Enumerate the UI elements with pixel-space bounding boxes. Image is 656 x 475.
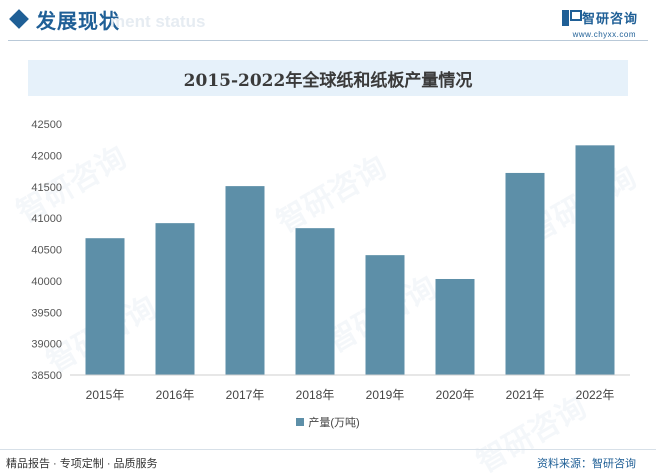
y-tick-label: 38500 xyxy=(31,370,62,382)
bar xyxy=(505,172,545,375)
legend: 产量(万吨) xyxy=(0,414,656,430)
x-tick-label: 2020年 xyxy=(436,388,475,402)
bar xyxy=(435,278,475,375)
bar xyxy=(155,223,195,375)
brand-logo-icon xyxy=(561,9,582,26)
y-tick-label: 39000 xyxy=(31,339,62,351)
x-axis: 2015年 2016年 2017年 2018年 2019年 2020年 2021年 2022年 xyxy=(70,374,630,402)
legend-label: 产量(万吨) xyxy=(308,417,360,429)
x-tick-label: 2015年 xyxy=(86,388,125,402)
y-tick-label: 41500 xyxy=(31,182,62,194)
brand-url: www.chyxx.com xyxy=(572,30,636,39)
x-tick-label: 2017年 xyxy=(226,388,265,402)
y-tick-label: 42500 xyxy=(31,119,62,131)
y-tick-label: 40000 xyxy=(31,276,62,288)
brand-name: 智研咨询 xyxy=(581,11,638,26)
x-tick-label: 2018年 xyxy=(296,388,335,402)
footer-source: 资料来源：智研咨询 xyxy=(537,458,636,470)
y-tick-label: 39500 xyxy=(31,307,62,319)
chart-title-bar: 2015-2022年全球纸和纸板产量情况 xyxy=(28,60,628,96)
page-header: 发展现状 ment status 智研咨询 www.chyxx.com xyxy=(0,0,656,46)
y-tick-label: 41000 xyxy=(31,213,62,225)
footer-tagline: 精品报告 · 专项定制 · 品质服务 xyxy=(6,458,158,470)
header-divider xyxy=(8,40,648,41)
bars xyxy=(85,145,615,375)
x-tick-label: 2022年 xyxy=(576,388,615,402)
bar xyxy=(225,186,265,375)
bar xyxy=(295,228,335,375)
chart-title: 2015-2022年全球纸和纸板产量情况 xyxy=(183,70,473,91)
y-tick-label: 42000 xyxy=(31,150,62,162)
y-axis: 38500 39000 39500 40000 40500 41000 41500 42000… xyxy=(31,119,62,382)
brand-logo-group: 智研咨询 xyxy=(561,8,638,27)
bar xyxy=(575,145,615,375)
x-tick-label: 2019年 xyxy=(366,388,405,402)
section-ghost-text: ment status xyxy=(110,12,206,31)
bar xyxy=(85,238,125,375)
legend-swatch xyxy=(296,418,305,426)
y-tick-label: 40500 xyxy=(31,245,62,257)
page-footer: 精品报告 · 专项定制 · 品质服务 资料来源：智研咨询 xyxy=(0,449,656,475)
section-title: 发展现状 xyxy=(36,11,120,33)
bar xyxy=(365,255,405,375)
x-tick-label: 2016年 xyxy=(156,388,195,402)
x-tick-label: 2021年 xyxy=(506,388,545,402)
